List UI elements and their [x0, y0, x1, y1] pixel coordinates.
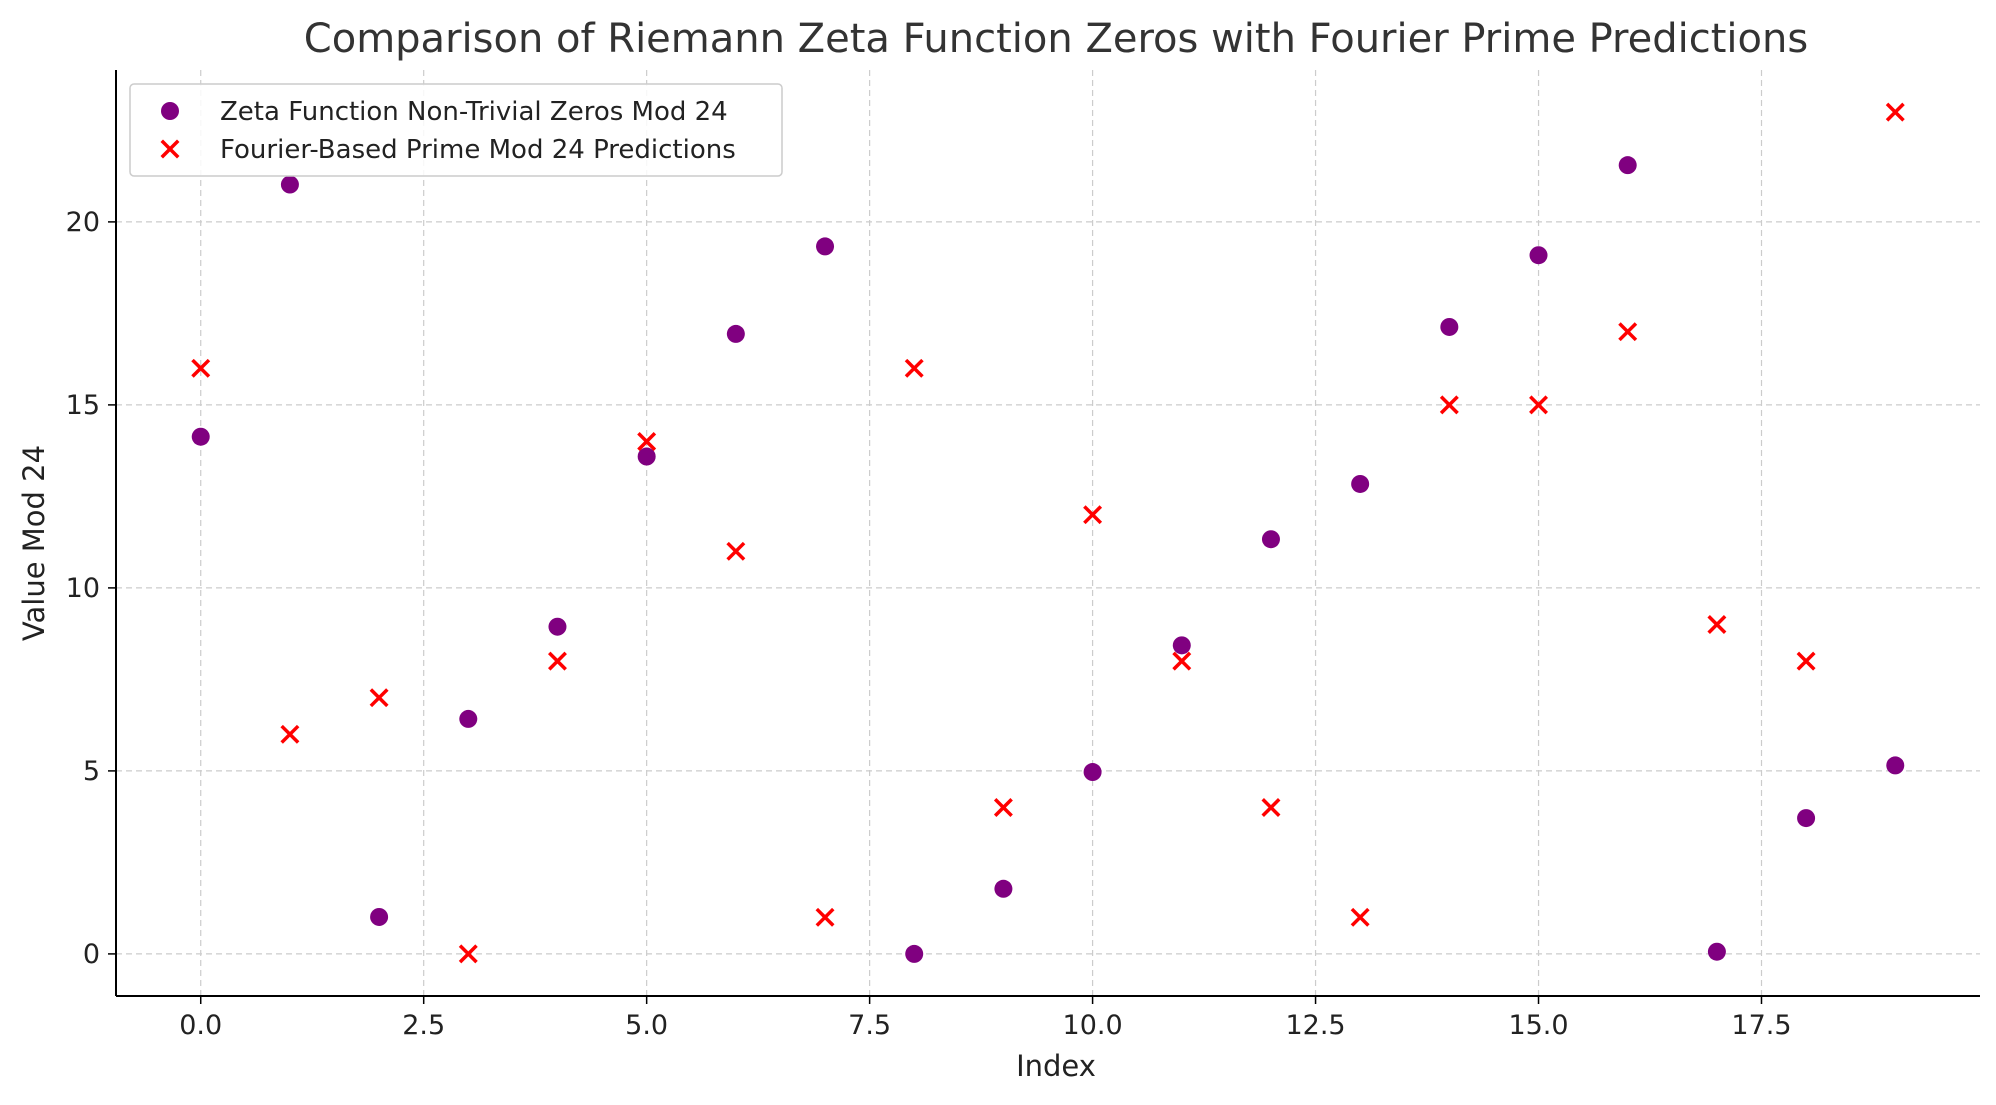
legend-circle-marker [161, 102, 179, 120]
zeta-zero-point [548, 617, 567, 636]
x-marker-stroke [1172, 651, 1192, 671]
x-marker-stroke [280, 724, 300, 744]
x-marker-stroke [904, 358, 924, 378]
zeta-zero-point [816, 237, 835, 256]
zeta-zero-point [905, 944, 924, 963]
fourier-prediction-point [1439, 395, 1459, 415]
zeta-zero-point [1797, 809, 1816, 828]
x-marker-stroke [1796, 651, 1816, 671]
fourier-prediction-point [1885, 102, 1905, 122]
x-tick-label: 5.0 [625, 1010, 668, 1041]
fourier-prediction-point [815, 907, 835, 927]
zeta-zero-point [1707, 942, 1726, 961]
zeta-zero-point [1172, 636, 1191, 655]
zeta-zero-point [994, 879, 1013, 898]
x-marker-stroke [191, 358, 211, 378]
legend-box [129, 83, 783, 177]
x-marker-stroke [1885, 102, 1905, 122]
x-marker-stroke [1350, 907, 1370, 927]
fourier-prediction-point [191, 358, 211, 378]
x-marker-stroke [547, 651, 567, 671]
fourier-prediction-point [637, 432, 657, 451]
legend: Zeta Function Non-Trivial Zeros Mod 24 Fo… [129, 83, 783, 177]
fourier-prediction-point [369, 688, 389, 708]
zeta-zero-point [280, 175, 299, 194]
x-marker-stroke [1439, 395, 1459, 415]
x-tick-label: 2.5 [402, 1010, 445, 1041]
x-tick-label: 12.5 [1285, 1010, 1345, 1041]
x-tick-label: 0.0 [179, 1010, 222, 1041]
fourier-prediction-point [1261, 798, 1281, 817]
y-tick-label: 15 [66, 390, 100, 421]
y-axis-label: Value Mod 24 [17, 445, 51, 641]
x-marker-stroke [726, 541, 746, 561]
zeta-zero-point [1083, 763, 1102, 782]
zeta-zero-point [1261, 530, 1280, 549]
zeta-zero-point [1440, 317, 1459, 336]
fourier-prediction-point [1707, 615, 1727, 634]
x-marker-stroke [1618, 322, 1638, 342]
y-tick-label: 10 [66, 573, 100, 604]
x-axis-label: Index [1016, 1049, 1096, 1083]
x-marker-stroke [1261, 798, 1281, 817]
x-marker-stroke [458, 944, 478, 964]
y-tick-label: 0 [83, 939, 100, 970]
x-marker-stroke [1707, 615, 1727, 634]
x-marker-stroke [993, 798, 1013, 817]
fourier-prediction-point [993, 798, 1013, 817]
fourier-prediction-point [1529, 395, 1549, 415]
x-marker-stroke [369, 688, 389, 708]
x-marker-stroke [815, 907, 835, 927]
fourier-prediction-point [1172, 651, 1192, 671]
legend-label: Fourier-Based Prime Mod 24 Predictions [220, 135, 736, 165]
x-tick-label: 10.0 [1063, 1010, 1123, 1041]
legend-x-marker [160, 139, 180, 159]
zeta-zero-point [726, 324, 745, 343]
zeta-zero-point [1618, 156, 1637, 175]
fourier-prediction-point [280, 724, 300, 744]
zeta-zero-point [1529, 246, 1548, 265]
fourier-prediction-point [1083, 505, 1103, 525]
legend-label: Zeta Function Non-Trivial Zeros Mod 24 [220, 97, 728, 127]
zeta-zero-point [459, 709, 478, 728]
y-tick-label: 5 [83, 756, 100, 787]
fourier-prediction-point [1796, 651, 1816, 671]
x-tick-label: 15.0 [1508, 1010, 1568, 1041]
zeta-zero-point [191, 427, 210, 446]
x-tick-label: 7.5 [848, 1010, 891, 1041]
x-marker-stroke [160, 139, 180, 159]
zeta-zero-point [370, 907, 389, 926]
fourier-prediction-point [1350, 907, 1370, 927]
x-tick-label: 17.5 [1731, 1010, 1791, 1041]
fourier-prediction-point [547, 651, 567, 671]
fourier-prediction-point [726, 541, 746, 561]
fourier-prediction-point [1618, 322, 1638, 342]
x-marker-stroke [1083, 505, 1103, 525]
y-tick-label: 20 [66, 207, 100, 238]
chart-title: Comparison of Riemann Zeta Function Zero… [304, 16, 1808, 62]
zeta-zero-point [1886, 756, 1905, 775]
fourier-prediction-point [458, 944, 478, 964]
zeta-zero-point [637, 447, 656, 466]
zeta-zero-point [1351, 474, 1370, 493]
x-marker-stroke [637, 432, 657, 451]
x-marker-stroke [1529, 395, 1549, 415]
fourier-prediction-point [904, 358, 924, 378]
